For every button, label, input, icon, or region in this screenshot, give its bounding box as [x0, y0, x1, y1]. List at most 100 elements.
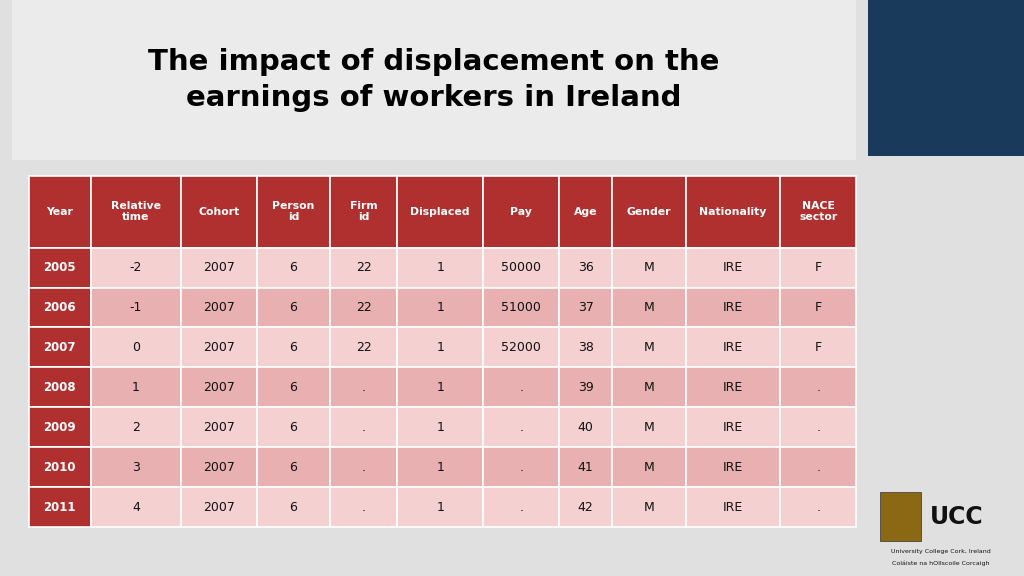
Bar: [257, 248, 330, 287]
Text: IRE: IRE: [723, 341, 743, 354]
Bar: [686, 407, 780, 447]
Bar: [181, 328, 257, 367]
Bar: [612, 176, 686, 248]
Text: 1: 1: [436, 421, 444, 434]
Text: 2: 2: [132, 421, 140, 434]
Text: .: .: [519, 501, 523, 514]
Text: 36: 36: [578, 261, 594, 274]
Bar: [397, 328, 483, 367]
Bar: [330, 248, 397, 287]
Bar: [686, 447, 780, 487]
Bar: [397, 367, 483, 407]
Bar: [612, 487, 686, 527]
Text: 39: 39: [578, 381, 594, 394]
Bar: [780, 328, 856, 367]
Text: 2011: 2011: [43, 501, 76, 514]
Bar: [686, 176, 780, 248]
Text: UCC: UCC: [930, 505, 983, 529]
Text: IRE: IRE: [723, 461, 743, 473]
Text: .: .: [361, 501, 366, 514]
Bar: [29, 176, 91, 248]
Bar: [397, 176, 483, 248]
Text: .: .: [519, 381, 523, 394]
Bar: [880, 492, 921, 541]
Text: 6: 6: [290, 461, 297, 473]
Text: Pay: Pay: [510, 207, 532, 217]
Bar: [780, 487, 856, 527]
Bar: [91, 447, 181, 487]
Bar: [91, 328, 181, 367]
Bar: [612, 328, 686, 367]
Bar: [559, 176, 612, 248]
Bar: [612, 447, 686, 487]
Bar: [559, 287, 612, 328]
Bar: [559, 328, 612, 367]
Bar: [29, 287, 91, 328]
Bar: [257, 447, 330, 487]
Text: 2009: 2009: [43, 421, 76, 434]
Bar: [397, 447, 483, 487]
Text: The impact of displacement on the
earnings of workers in Ireland: The impact of displacement on the earnin…: [148, 48, 720, 112]
Bar: [29, 447, 91, 487]
Text: .: .: [519, 461, 523, 473]
Bar: [559, 407, 612, 447]
Bar: [612, 287, 686, 328]
Bar: [780, 407, 856, 447]
Bar: [780, 287, 856, 328]
Bar: [559, 447, 612, 487]
Bar: [29, 328, 91, 367]
Text: 2007: 2007: [43, 341, 76, 354]
Text: 50000: 50000: [501, 261, 541, 274]
Text: 52000: 52000: [501, 341, 541, 354]
Text: Relative
time: Relative time: [111, 201, 161, 222]
Text: .: .: [361, 461, 366, 473]
Bar: [91, 407, 181, 447]
Bar: [257, 176, 330, 248]
Bar: [29, 248, 91, 287]
Text: Age: Age: [574, 207, 597, 217]
Text: 2007: 2007: [203, 501, 234, 514]
Text: 22: 22: [355, 301, 372, 314]
Text: F: F: [815, 261, 821, 274]
Text: IRE: IRE: [723, 421, 743, 434]
Text: 0: 0: [132, 341, 140, 354]
Text: 42: 42: [578, 501, 594, 514]
Bar: [29, 487, 91, 527]
Text: 2006: 2006: [43, 301, 76, 314]
Bar: [181, 367, 257, 407]
Bar: [397, 248, 483, 287]
Text: -2: -2: [130, 261, 142, 274]
Text: 1: 1: [436, 501, 444, 514]
Text: 6: 6: [290, 381, 297, 394]
Text: 6: 6: [290, 341, 297, 354]
Text: M: M: [644, 341, 654, 354]
Bar: [29, 367, 91, 407]
Text: M: M: [644, 261, 654, 274]
Text: M: M: [644, 421, 654, 434]
Bar: [257, 287, 330, 328]
Text: M: M: [644, 301, 654, 314]
Text: NACE
sector: NACE sector: [799, 201, 838, 222]
Text: 2007: 2007: [203, 461, 234, 473]
Bar: [612, 407, 686, 447]
Bar: [868, 156, 1024, 576]
Bar: [181, 287, 257, 328]
Text: 40: 40: [578, 421, 594, 434]
Text: -1: -1: [130, 301, 142, 314]
Bar: [330, 407, 397, 447]
Bar: [483, 367, 559, 407]
Text: IRE: IRE: [723, 381, 743, 394]
Bar: [686, 367, 780, 407]
Bar: [612, 248, 686, 287]
Text: 41: 41: [578, 461, 594, 473]
Bar: [330, 447, 397, 487]
Text: M: M: [644, 381, 654, 394]
Text: .: .: [816, 501, 820, 514]
Text: .: .: [816, 461, 820, 473]
Bar: [181, 487, 257, 527]
Bar: [686, 328, 780, 367]
Bar: [780, 367, 856, 407]
Bar: [257, 367, 330, 407]
Bar: [780, 176, 856, 248]
Bar: [330, 176, 397, 248]
